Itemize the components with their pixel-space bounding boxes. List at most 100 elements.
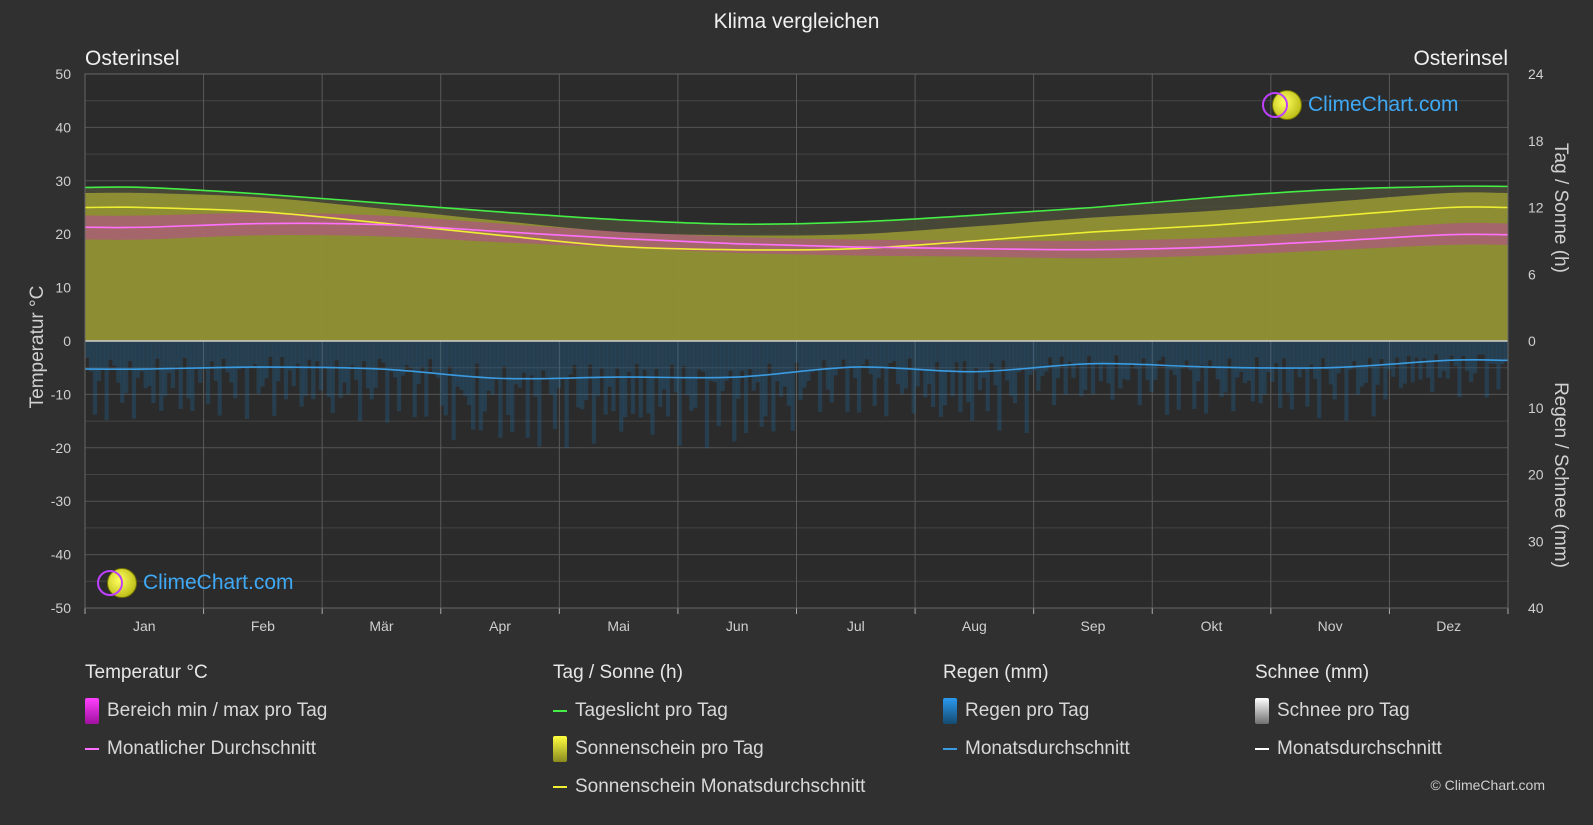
rain-daily-bar [252,341,257,365]
rain-daily-bar [743,341,749,433]
rain-daily-bar [576,341,581,408]
rain-daily-bar [396,341,402,412]
rain-daily-bar [619,341,624,432]
rain-daily-bar [190,341,195,412]
rain-daily-bar [767,341,772,364]
chart-title: Klima vergleichen [713,10,880,33]
rain-daily-bar [1125,341,1131,381]
rain-daily-bar [205,341,211,405]
rain-daily-bar [1379,341,1384,360]
rain-daily-bar [147,341,152,386]
rain-daily-bar [120,341,125,403]
rain-daily-bar [529,341,534,376]
rain-daily-bar [599,341,604,369]
rain-daily-bar [1426,341,1431,378]
white-line-icon [1255,748,1269,750]
legend-item: Schnee pro Tag [1255,698,1442,724]
rain-daily-bar [931,341,936,407]
rain-daily-bar [229,341,234,383]
rain-daily-bar [907,341,912,359]
rain-daily-bar [681,341,686,366]
rain-daily-bar [693,341,698,408]
rain-daily-bar [533,341,538,397]
rain-daily-bar [1067,341,1072,362]
green-line-icon [553,710,567,712]
rain-daily-bar [849,341,854,368]
rain-daily-bar [244,341,250,419]
rain-daily-bar [732,341,737,442]
rain-daily-bar [728,341,733,371]
rain-daily-bar [1215,341,1220,380]
rain-daily-bar [1086,341,1092,356]
rain-daily-bar [880,341,885,367]
rain-daily-bar [1402,341,1408,384]
rain-daily-bar [1227,341,1232,359]
rain-daily-bar [198,341,203,383]
legend-header: Schnee (mm) [1255,662,1370,683]
legend-label: Sonnenschein pro Tag [575,738,764,759]
rain-daily-bar [1133,341,1139,369]
white-box-icon [1255,698,1269,724]
y-right-bottom-tick-label: 30 [1528,533,1544,549]
rain-daily-bar [1422,341,1427,359]
rain-daily-bar [1355,341,1361,395]
rain-daily-bar [155,341,160,359]
rain-daily-bar [178,341,183,409]
brand-logo-top[interactable]: ClimeChart.com [1262,90,1459,120]
rain-daily-bar [1207,341,1213,361]
rain-daily-bar [1297,341,1302,378]
rain-daily-bar [771,341,776,432]
rain-daily-bar [1437,341,1443,378]
rain-daily-bar [209,341,215,362]
rain-daily-bar [1063,341,1068,395]
legend-sun: Tag / Sonne (h) Tageslicht pro Tag Sonne… [553,662,865,812]
rain-daily-bar [112,341,117,366]
rain-daily-bar [1398,341,1404,389]
rain-daily-bar [1149,341,1154,393]
rain-daily-bar [357,341,363,421]
rain-daily-bar [716,341,721,427]
rain-daily-bar [1024,341,1029,433]
rain-daily-bar [170,341,176,388]
rain-daily-bar [283,341,289,400]
rain-daily-bar [658,341,663,407]
rain-daily-bar [1028,341,1033,375]
rain-daily-bar [1348,341,1353,370]
rain-daily-bar [782,341,788,387]
rain-daily-bar [595,341,601,396]
rain-daily-bar [135,341,140,378]
rain-daily-bar [194,341,199,370]
rain-daily-bar [447,341,452,367]
rain-daily-bar [459,341,464,391]
rain-daily-bar [665,341,671,417]
legend-rain: Regen (mm) Regen pro Tag Monatsdurchschn… [943,662,1130,774]
rain-daily-bar [521,341,526,373]
legend-label: Bereich min / max pro Tag [107,700,328,721]
rain-daily-bar [1465,341,1470,372]
rain-daily-bar [868,341,873,375]
x-tick-label: Feb [251,618,275,634]
rain-daily-bar [237,341,242,370]
brand-text: ClimeChart.com [143,571,294,594]
rain-daily-bar [1219,341,1224,397]
location-right: Osterinsel [1413,47,1508,70]
rain-daily-bar [1254,341,1259,358]
x-tick-label: Jan [133,618,156,634]
rain-daily-bar [1441,341,1447,371]
rain-daily-bar [853,341,858,378]
rain-daily-bar [634,341,640,365]
rain-daily-bar [416,341,421,384]
brand-logo-bottom[interactable]: ClimeChart.com [97,568,294,598]
rain-daily-bar [1472,341,1478,374]
rain-daily-bar [1114,341,1119,356]
rain-daily-bar [919,341,924,371]
rain-daily-bar [1305,341,1310,407]
y-left-tick-label: -10 [51,386,71,402]
rain-daily-bar [1320,341,1326,359]
rain-daily-bar [1332,341,1337,400]
rain-daily-bar [845,341,850,413]
rain-daily-bar [315,341,320,362]
x-tick-label: Apr [489,618,511,634]
rain-daily-bar [201,341,207,369]
rain-daily-bar [892,341,897,362]
